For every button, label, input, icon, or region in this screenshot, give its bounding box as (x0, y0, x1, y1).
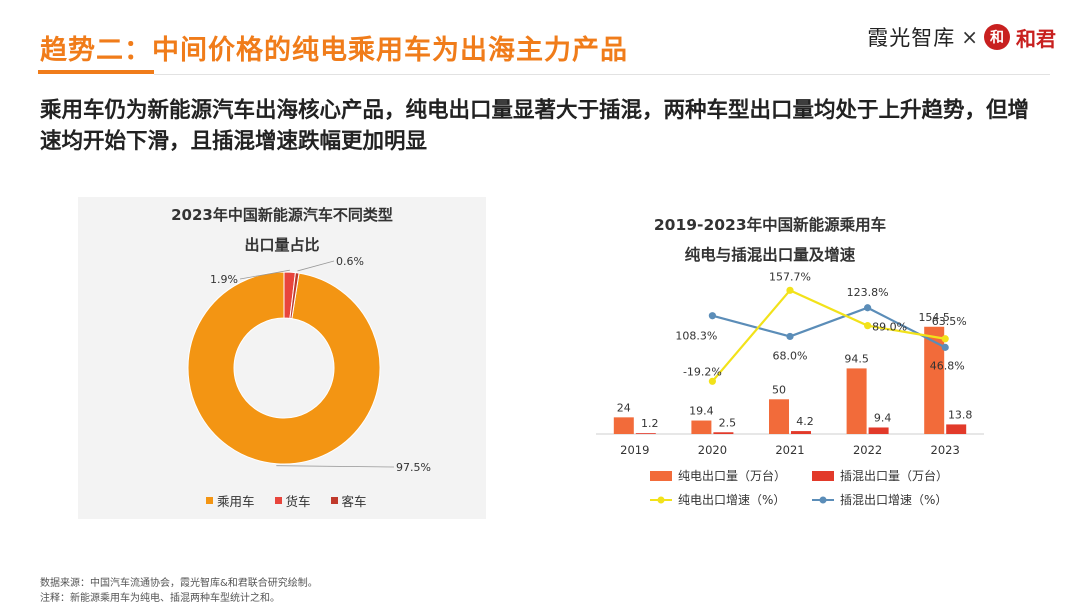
point-pure-electric-growth-2022 (864, 322, 872, 330)
x-tick-2022: 2022 (853, 443, 882, 457)
donut-chart-title-line2: 出口量占比 (244, 236, 320, 254)
point-phev-growth-2020 (708, 312, 716, 320)
donut-label-bus: 0.6% (336, 255, 364, 268)
title-underline (38, 70, 154, 74)
line-pure-electric-growth (711, 288, 946, 383)
donut-leader-truck (239, 269, 290, 280)
legend-swatch-truck (274, 497, 282, 504)
point-phev-growth-2022 (864, 304, 872, 312)
bar-phev-2021 (791, 431, 811, 434)
legend-label-pure-electric-growth: 纯电出口增速（%） (678, 493, 785, 507)
point-label-phev-growth-2023: 46.8% (930, 359, 965, 372)
legend-swatch-pure-electric (650, 471, 672, 481)
bar-label-pure-electric-2022: 94.5 (844, 352, 869, 365)
point-pure-electric-growth-2020 (708, 377, 716, 385)
brand-hejun: 和君 (1016, 26, 1056, 51)
donut-label-passenger: 97.5% (396, 461, 431, 474)
bar-phev-2022 (868, 427, 889, 434)
donut-slice-passenger (187, 271, 381, 465)
bar-pure-electric-2020 (691, 420, 712, 434)
bar-phev-2019 (635, 433, 656, 434)
point-pure-electric-growth-2023 (941, 335, 949, 343)
donut-chart: 97.5% 1.9% 0.6% (187, 255, 431, 474)
bar-pure-electric-2019 (613, 417, 634, 434)
point-label-pure-electric-growth-2023: 63.5% (932, 315, 967, 328)
legend-swatch-passenger (206, 497, 213, 504)
bar-label-phev-2023: 13.8 (948, 408, 973, 421)
bar-label-phev-2020: 2.5 (719, 416, 737, 429)
legend-marker-pure-electric-growth (657, 496, 665, 504)
footer-note: 注释：新能源乘用车为纯电、插混两种车型统计之和。 (40, 593, 280, 604)
bar-label-phev-2019: 1.2 (641, 417, 659, 430)
bar-label-pure-electric-2020: 19.4 (689, 405, 714, 418)
combo-chart: 24 1.2 2019 19.4 2.5 2020 50 4.2 2021 94.5 9.4 2022… (596, 270, 984, 507)
header-divider (154, 74, 1050, 75)
bar-pure-electric-2021 (769, 399, 789, 434)
x-tick-2021: 2021 (775, 443, 804, 457)
point-label-phev-growth-2022: 123.8% (847, 286, 889, 299)
bar-label-phev-2021: 4.2 (796, 415, 814, 428)
bar-phev-2020 (713, 432, 734, 434)
donut-slice-bus (289, 272, 300, 320)
bar-label-phev-2022: 9.4 (874, 411, 892, 424)
combo-chart-title-line2: 纯电与插混出口量及增速 (684, 246, 856, 264)
point-label-phev-growth-2020: 108.3% (675, 330, 717, 343)
point-label-pure-electric-growth-2020: -19.2% (683, 365, 722, 378)
x-tick-2023: 2023 (931, 443, 960, 457)
legend-label-passenger: 乘用车 (217, 494, 255, 509)
brand-separator: × (961, 25, 978, 49)
point-phev-growth-2021 (786, 332, 794, 341)
point-phev-growth-2023 (941, 343, 949, 351)
donut-label-truck: 1.9% (210, 273, 238, 286)
brand-seal-icon: 和 (984, 24, 1010, 50)
legend-label-phev-growth: 插混出口增速（%） (840, 493, 947, 507)
brand-logos: 霞光智库 × 和 和君 (867, 22, 1056, 52)
footer-source: 数据来源：中国汽车流通协会，霞光智库&和君联合研究绘制。 (40, 578, 318, 589)
bar-phev-2023 (946, 424, 967, 434)
legend-label-truck: 货车 (285, 494, 311, 509)
line-phev-growth (712, 306, 946, 349)
bar-label-pure-electric-2019: 24 (617, 401, 631, 414)
bar-pure-electric-2023 (924, 326, 945, 434)
x-tick-2019: 2019 (620, 443, 649, 457)
legend-label-pure-electric: 纯电出口量（万台） (678, 468, 786, 483)
x-tick-2020: 2020 (698, 443, 727, 457)
bar-pure-electric-2022 (846, 368, 867, 434)
legend-label-bus: 客车 (341, 494, 367, 509)
point-pure-electric-growth-2021 (786, 286, 794, 294)
combo-chart-title-line1: 2019-2023年中国新能源乘用车 (653, 216, 887, 234)
point-label-pure-electric-growth-2021: 157.7% (769, 270, 811, 283)
brand-xiaguang: 霞光智库 (867, 26, 956, 50)
donut-legend: 乘用车 货车 客车 (206, 491, 367, 510)
legend-swatch-bus (330, 497, 338, 504)
donut-leader-passenger (276, 465, 395, 468)
legend-label-phev: 插混出口量（万台） (840, 468, 948, 483)
point-label-phev-growth-2021: 68.0% (773, 349, 808, 362)
legend-swatch-phev (812, 471, 834, 481)
donut-leader-bus (297, 260, 335, 272)
point-label-pure-electric-growth-2022: 89.0% (872, 321, 907, 334)
bar-label-pure-electric-2021: 50 (772, 383, 786, 396)
page-subtitle: 乘用车仍为新能源汽车出海核心产品，纯电出口量显著大于插混，两种车型出口量均处于上… (40, 98, 1030, 154)
legend-marker-phev-growth (819, 496, 827, 504)
donut-chart-title-line1: 2023年中国新能源汽车不同类型 (171, 206, 393, 224)
donut-chart-panel: 2023年中国新能源汽车不同类型 出口量占比 97.5% 1.9% 0.6% 乘用车… (78, 197, 486, 519)
page-title: 趋势二：中间价格的纯电乘用车为出海主力产品 (40, 35, 628, 66)
bar-label-pure-electric-2023: 154.5 (918, 311, 950, 324)
